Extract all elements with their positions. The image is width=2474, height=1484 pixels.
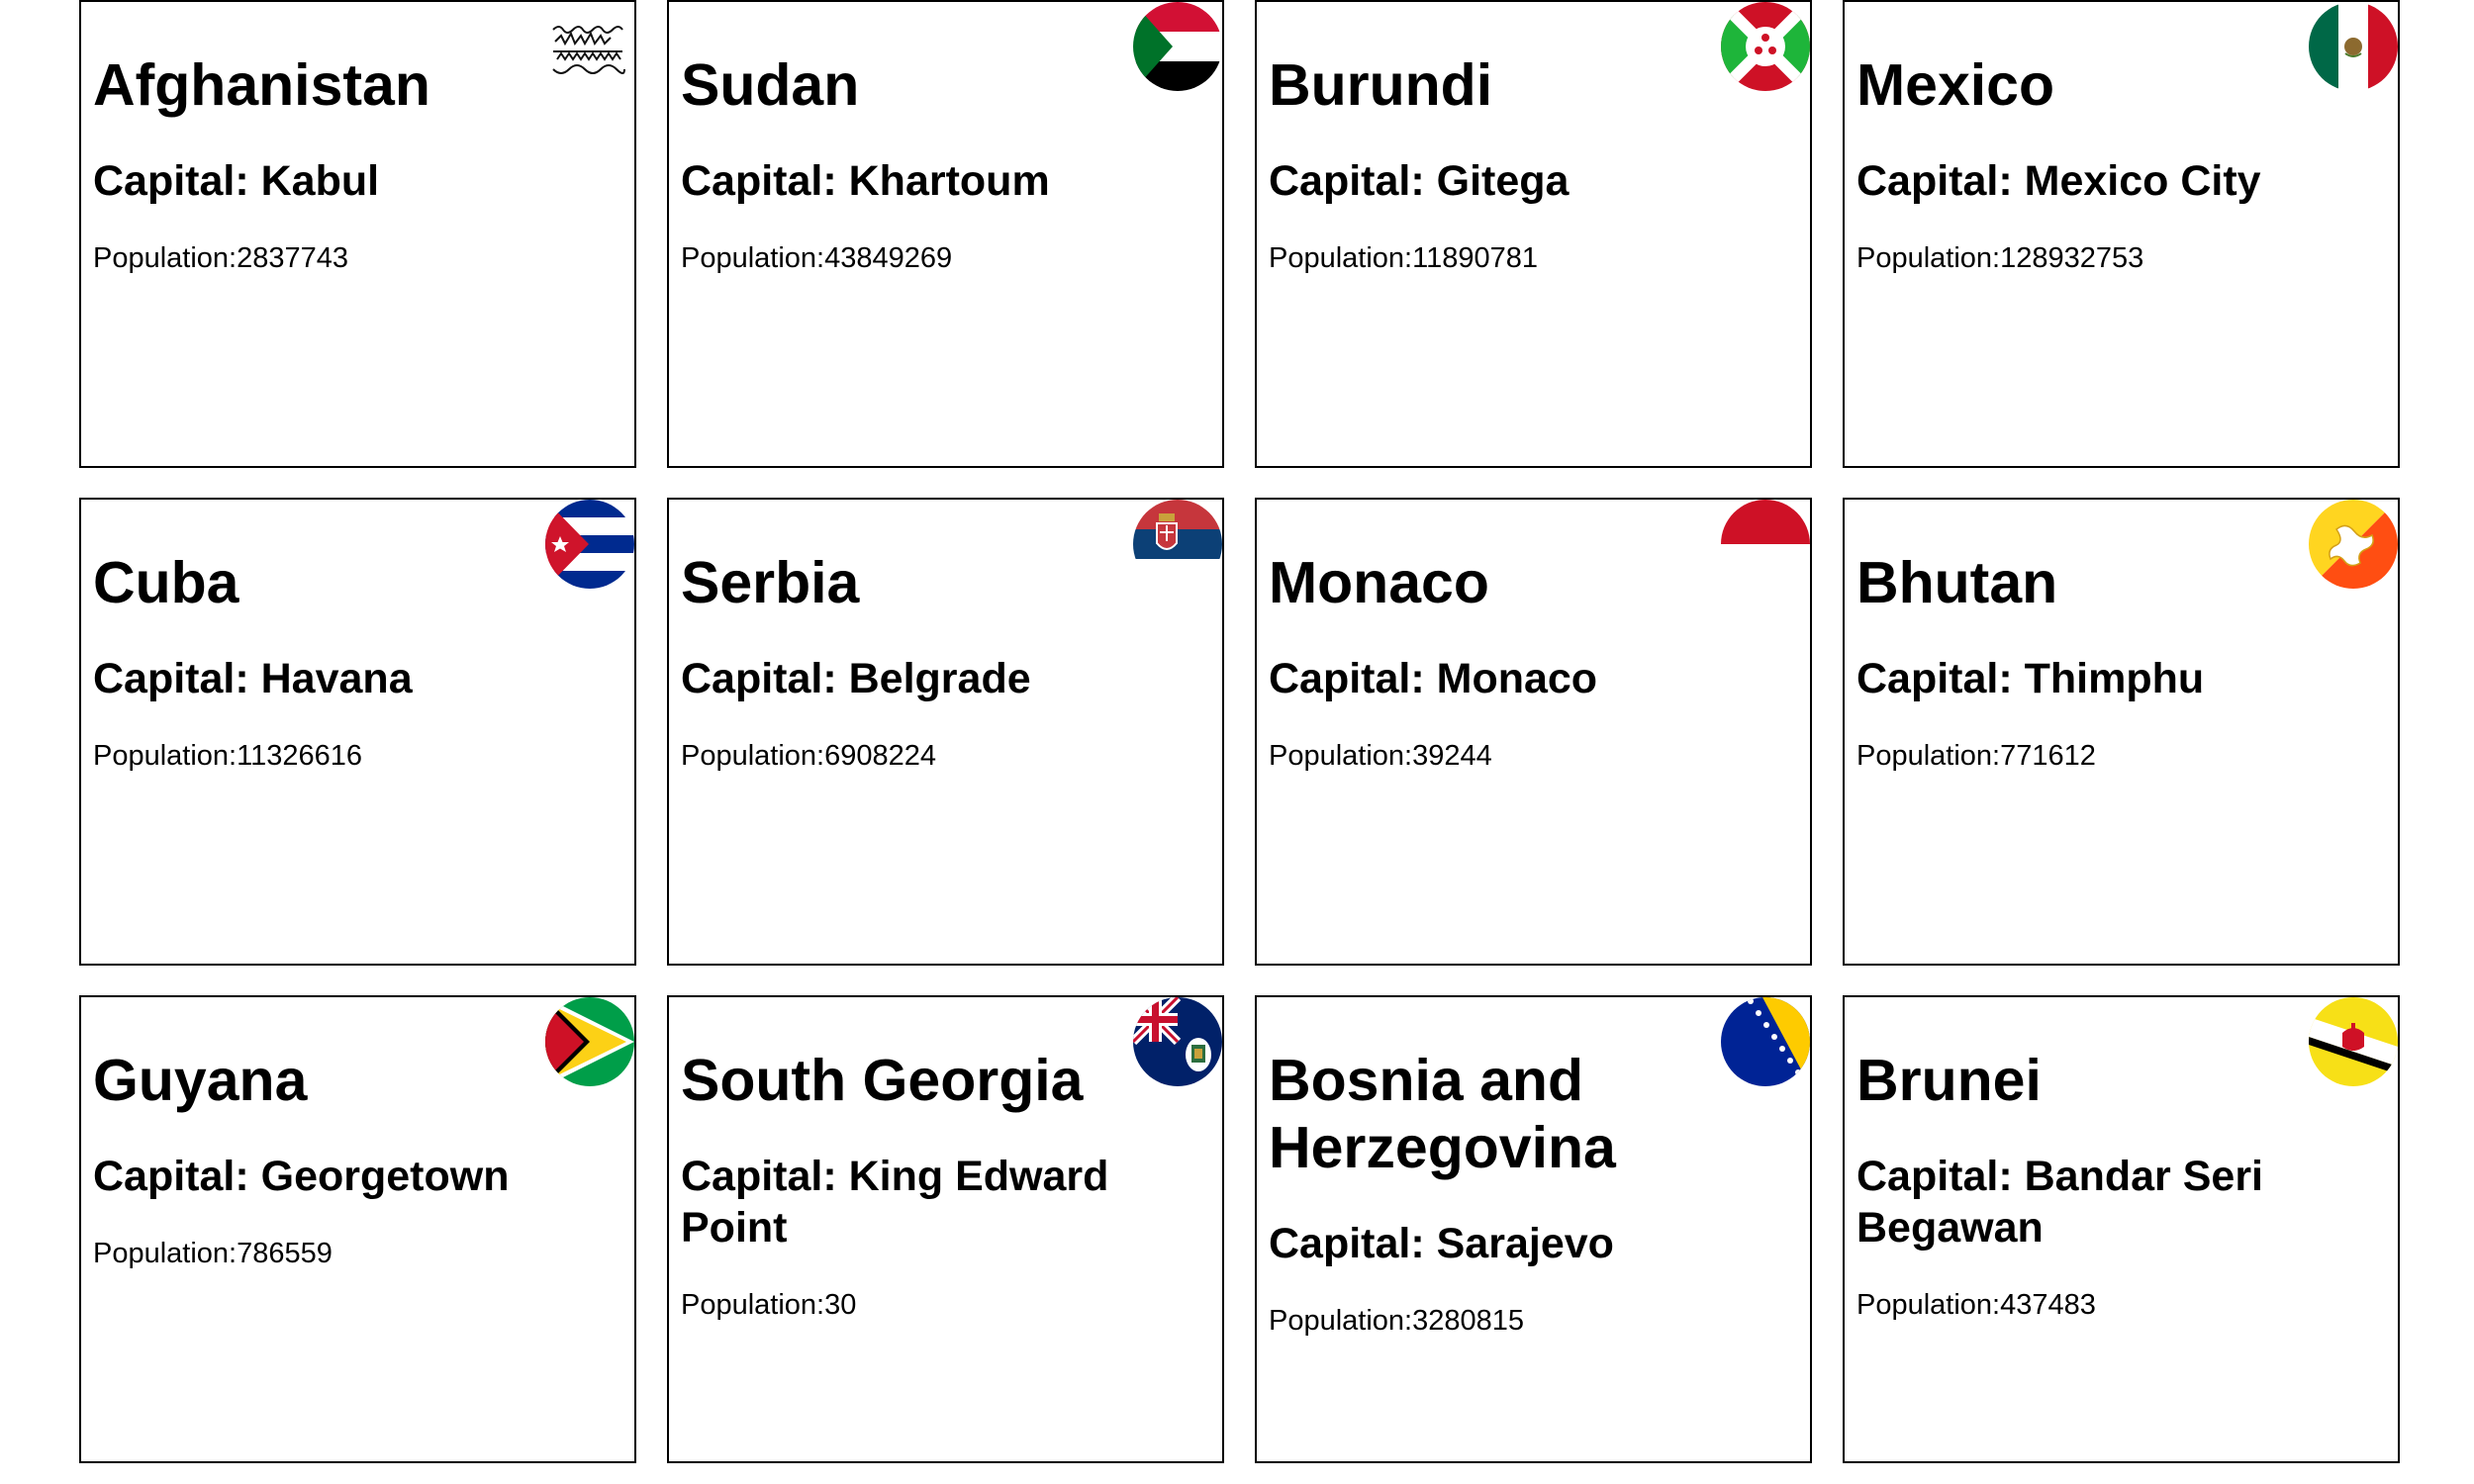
- country-card-south-georgia: South Georgia Capital: King Edward Point…: [667, 995, 1224, 1463]
- country-name: Sudan: [681, 52, 860, 118]
- country-card-guyana: Guyana Capital: Georgetown Population:78…: [79, 995, 636, 1463]
- bhutan-flag-icon: [2309, 500, 2398, 589]
- country-name: Bhutan: [1856, 550, 2058, 615]
- country-card-burundi: Burundi Capital: Gitega Population:11890…: [1255, 0, 1812, 468]
- country-population: Population:30: [681, 1289, 857, 1321]
- cuba-flag-icon: [545, 500, 634, 589]
- serbia-flag-icon: [1133, 500, 1222, 589]
- country-name: Afghanistan: [93, 52, 430, 118]
- country-card-brunei: Brunei Capital: Bandar Seri Begawan Popu…: [1843, 995, 2400, 1463]
- country-capital: Capital: Khartoum: [681, 157, 1050, 205]
- country-card-monaco: Monaco Capital: Monaco Population:39244: [1255, 498, 1812, 966]
- south-georgia-flag-icon: [1133, 997, 1222, 1086]
- country-name: Cuba: [93, 550, 239, 615]
- country-name: Bosnia and Herzegovina: [1269, 1048, 1616, 1180]
- country-capital: Capital: Kabul: [93, 157, 380, 205]
- country-capital: Capital: Monaco: [1269, 655, 1598, 702]
- guyana-flag-icon: [545, 997, 634, 1086]
- country-card-sudan: Sudan Capital: Khartoum Population:43849…: [667, 0, 1224, 468]
- mexico-flag-icon: [2309, 2, 2398, 91]
- country-capital: Capital: Georgetown: [93, 1153, 510, 1200]
- monaco-flag-icon: [1721, 500, 1810, 544]
- country-name: Serbia: [681, 550, 860, 615]
- bosnia-flag-icon: [1721, 997, 1810, 1086]
- country-card-bhutan: Bhutan Capital: Thimphu Population:77161…: [1843, 498, 2400, 966]
- country-population: Population:2837743: [93, 242, 349, 274]
- country-capital: Capital: Gitega: [1269, 157, 1570, 205]
- country-population: Population:11326616: [93, 740, 362, 772]
- afghanistan-flag-icon: [549, 20, 628, 85]
- country-capital: Capital: King Edward Point: [681, 1153, 1109, 1252]
- country-card-cuba: Cuba Capital: Havana Population:11326616: [79, 498, 636, 966]
- burundi-flag-icon: [1721, 2, 1810, 91]
- country-population: Population:3280815: [1269, 1305, 1525, 1337]
- country-population: Population:786559: [93, 1238, 333, 1269]
- sudan-flag-icon: [1133, 2, 1222, 91]
- country-population: Population:11890781: [1269, 242, 1538, 274]
- country-card-bosnia-and-herzegovina: Bosnia and Herzegovina Capital: Sarajevo…: [1255, 995, 1812, 1463]
- country-capital: Capital: Havana: [93, 655, 413, 702]
- country-population: Population:43849269: [681, 242, 953, 274]
- country-capital: Capital: Thimphu: [1856, 655, 2205, 702]
- country-card-afghanistan: Afghanistan Capital: Kabul Population:28…: [79, 0, 636, 468]
- country-name: Mexico: [1856, 52, 2055, 118]
- country-name: South Georgia: [681, 1048, 1084, 1113]
- country-name: Guyana: [93, 1048, 308, 1113]
- country-name: Brunei: [1856, 1048, 2042, 1113]
- country-name: Burundi: [1269, 52, 1493, 118]
- country-population: Population:39244: [1269, 740, 1492, 772]
- country-capital: Capital: Bandar Seri Begawan: [1856, 1153, 2263, 1252]
- country-population: Population:128932753: [1856, 242, 2144, 274]
- country-population: Population:6908224: [681, 740, 937, 772]
- country-card-mexico: Mexico Capital: Mexico City Population:1…: [1843, 0, 2400, 468]
- country-capital: Capital: Mexico City: [1856, 157, 2261, 205]
- country-population: Population:771612: [1856, 740, 2096, 772]
- country-name: Monaco: [1269, 550, 1489, 615]
- country-capital: Capital: Sarajevo: [1269, 1220, 1614, 1267]
- brunei-flag-icon: [2309, 997, 2398, 1086]
- country-capital: Capital: Belgrade: [681, 655, 1031, 702]
- country-population: Population:437483: [1856, 1289, 2096, 1321]
- country-card-grid: Afghanistan Capital: Kabul Population:28…: [79, 0, 2400, 1463]
- country-card-serbia: Serbia Capital: Belgrade Population:6908…: [667, 498, 1224, 966]
